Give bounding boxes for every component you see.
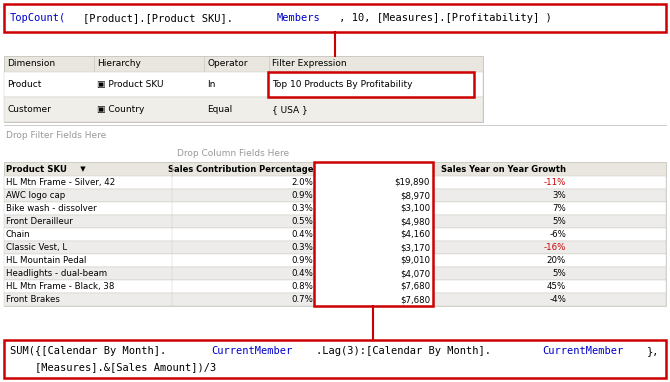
Bar (268, 72, 474, 97)
Text: $3,170: $3,170 (400, 243, 430, 252)
Text: HL Mountain Pedal: HL Mountain Pedal (6, 256, 86, 265)
Text: Drop Filter Fields Here: Drop Filter Fields Here (6, 131, 107, 141)
Text: Sales 3 Month Average: Sales 3 Month Average (321, 165, 430, 173)
Text: Top 10 Products By Profitability: Top 10 Products By Profitability (272, 80, 413, 89)
Text: $9,010: $9,010 (400, 256, 430, 265)
Text: Members: Members (276, 13, 320, 23)
Text: $7,680: $7,680 (400, 295, 430, 304)
Text: 0.9%: 0.9% (291, 191, 313, 200)
Text: 0.9%: 0.9% (291, 256, 313, 265)
Text: $4,980: $4,980 (400, 217, 430, 226)
Bar (4, 202, 666, 215)
Text: 0.3%: 0.3% (291, 243, 313, 252)
Text: ▣ Country: ▣ Country (97, 105, 144, 114)
Text: -4%: -4% (549, 295, 566, 304)
Text: Customer: Customer (7, 105, 51, 114)
Text: 0.8%: 0.8% (291, 282, 313, 291)
Bar (4, 189, 666, 202)
Text: Top 10 Products By Profitability: Top 10 Products By Profitability (272, 80, 413, 89)
Bar (4, 56, 483, 122)
Text: -11%: -11% (543, 178, 566, 187)
Text: $7,680: $7,680 (400, 282, 430, 291)
Text: Operator: Operator (207, 60, 247, 68)
Text: HL Mtn Frame - Silver, 42: HL Mtn Frame - Silver, 42 (6, 178, 115, 187)
Text: CurrentMember: CurrentMember (212, 346, 293, 356)
Text: 5%: 5% (552, 269, 566, 278)
Text: Drop Column Fields Here: Drop Column Fields Here (177, 149, 289, 159)
Text: 2.0%: 2.0% (291, 178, 313, 187)
Text: Hierarchy: Hierarchy (97, 60, 141, 68)
Text: Sales Year on Year Growth: Sales Year on Year Growth (441, 165, 566, 173)
Text: ▣ Product SKU: ▣ Product SKU (97, 80, 163, 89)
Text: 3%: 3% (552, 191, 566, 200)
Text: 0.4%: 0.4% (291, 230, 313, 239)
Text: $4,070: $4,070 (400, 269, 430, 278)
Text: CurrentMember: CurrentMember (542, 346, 624, 356)
Text: Front Derailleur: Front Derailleur (6, 217, 73, 226)
Bar (4, 4, 666, 32)
Bar (4, 241, 666, 254)
Text: $19,890: $19,890 (395, 178, 430, 187)
Bar (4, 56, 483, 72)
Text: 0.4%: 0.4% (291, 269, 313, 278)
Bar (4, 162, 666, 176)
Text: 0.5%: 0.5% (291, 217, 313, 226)
Text: [Product].[Product SKU].: [Product].[Product SKU]. (82, 13, 232, 23)
Text: Equal: Equal (207, 105, 232, 114)
Text: Product: Product (7, 80, 42, 89)
Text: Product SKU: Product SKU (6, 165, 67, 173)
Text: 0.3%: 0.3% (291, 204, 313, 213)
Text: Bike wash - dissolver: Bike wash - dissolver (6, 204, 96, 213)
Text: [Measures].&[Sales Amount])/3: [Measures].&[Sales Amount])/3 (10, 362, 216, 372)
Text: Chain: Chain (6, 230, 31, 239)
Text: 20%: 20% (547, 256, 566, 265)
Text: Sales Contribution Percentage: Sales Contribution Percentage (168, 165, 313, 173)
Bar (4, 340, 666, 378)
Text: { USA }: { USA } (272, 105, 308, 114)
Text: SUM({[Calendar By Month].: SUM({[Calendar By Month]. (10, 346, 166, 356)
Bar (4, 280, 666, 293)
Text: TopCount(: TopCount( (10, 13, 66, 23)
Text: HL Mtn Frame - Black, 38: HL Mtn Frame - Black, 38 (6, 282, 115, 291)
Text: Dimension: Dimension (7, 60, 55, 68)
Bar (314, 162, 433, 306)
Bar (4, 176, 666, 189)
Bar (4, 97, 483, 122)
Text: 5%: 5% (552, 217, 566, 226)
Text: Filter Expression: Filter Expression (272, 60, 346, 68)
Text: In: In (207, 80, 215, 89)
Bar (4, 254, 666, 267)
Bar (4, 215, 666, 228)
Text: $3,100: $3,100 (400, 204, 430, 213)
Text: 0.7%: 0.7% (291, 295, 313, 304)
Text: .Lag(3):[Calendar By Month].: .Lag(3):[Calendar By Month]. (316, 346, 492, 356)
Bar (4, 72, 483, 97)
Text: -16%: -16% (543, 243, 566, 252)
Text: ▼: ▼ (78, 166, 86, 172)
Text: , 10, [Measures].[Profitability] ): , 10, [Measures].[Profitability] ) (332, 13, 551, 23)
Bar (4, 267, 666, 280)
Text: AWC logo cap: AWC logo cap (6, 191, 65, 200)
Text: Classic Vest, L: Classic Vest, L (6, 243, 67, 252)
Bar (4, 228, 666, 241)
Text: $4,160: $4,160 (400, 230, 430, 239)
Bar (4, 162, 666, 306)
Text: -6%: -6% (549, 230, 566, 239)
Text: $8,970: $8,970 (400, 191, 430, 200)
Text: },: }, (647, 346, 659, 356)
Bar (4, 293, 666, 306)
Text: 7%: 7% (552, 204, 566, 213)
Text: Front Brakes: Front Brakes (6, 295, 60, 304)
Text: Headlights - dual-beam: Headlights - dual-beam (6, 269, 107, 278)
Text: 45%: 45% (547, 282, 566, 291)
